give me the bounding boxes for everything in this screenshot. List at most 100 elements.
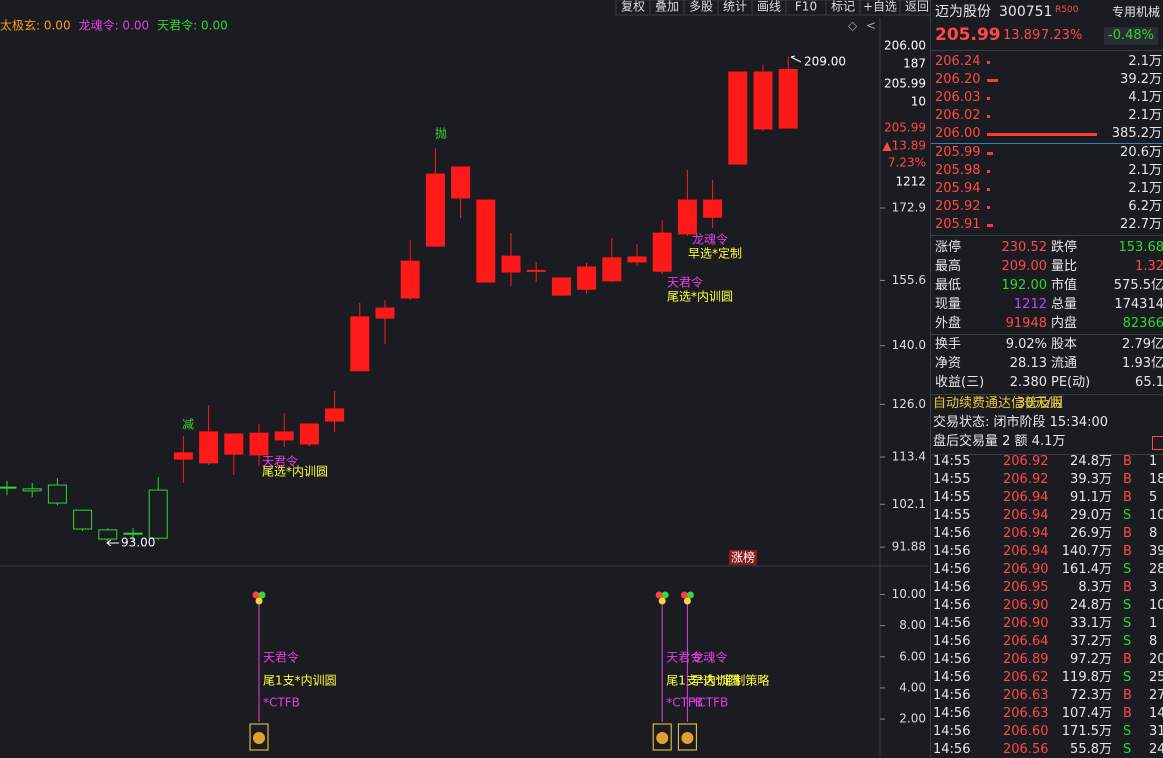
tick-side: S <box>1123 634 1132 649</box>
tick-time: 14:55 <box>933 454 971 469</box>
book-price: 205.91 <box>935 217 981 232</box>
signal-label: 尾1支*内训圆 <box>263 674 337 688</box>
stat-value: 174314 <box>1114 297 1163 312</box>
stat-value: 65.1 <box>1135 375 1163 390</box>
tick-count: 18 <box>1149 472 1163 487</box>
industry-pct: -0.48% <box>1104 27 1158 45</box>
tick-count: 1 <box>1149 454 1158 469</box>
divider <box>931 454 1163 455</box>
tick-side: S <box>1123 562 1132 577</box>
stat-value: 2.79亿 <box>1122 337 1163 352</box>
toolbar-label[interactable]: 返回 <box>905 0 929 14</box>
tick-volume: 26.9万 <box>1070 526 1112 541</box>
volume-bar <box>987 79 999 82</box>
candle-body <box>753 71 773 130</box>
signal-label: *CTFB <box>263 696 300 710</box>
candle-body <box>22 488 42 492</box>
book-volume: 4.1万 <box>1128 90 1162 105</box>
candle-body <box>325 408 345 422</box>
volume-bar <box>987 61 990 64</box>
tick-time: 14:55 <box>933 490 971 505</box>
chart-annotation: 减 <box>182 418 194 432</box>
candle-body <box>274 431 294 441</box>
tick-count: 8 <box>1149 526 1158 541</box>
tick-time: 14:56 <box>933 562 971 577</box>
volume-bar <box>987 133 1097 136</box>
tick-side: S <box>1123 508 1132 523</box>
y-tick-label: 140.0 <box>892 338 926 352</box>
toolbar-label[interactable]: 统计 <box>723 0 747 14</box>
signal-label: *CTFB <box>666 696 703 710</box>
tick-side: S <box>1123 724 1132 739</box>
stat-label: 收益(三) <box>935 375 985 390</box>
candle-body <box>425 173 445 247</box>
expand-box[interactable] <box>1152 436 1163 450</box>
chart-annotation: 涨榜 <box>731 550 755 565</box>
tick-side: B <box>1123 544 1132 559</box>
toolbar-label[interactable]: 叠加 <box>655 0 679 14</box>
chart-annotation: 天君令 <box>667 275 703 290</box>
toolbar-label[interactable]: 画线 <box>757 0 781 14</box>
tick-time: 14:56 <box>933 598 971 613</box>
stat-label: 内盘 <box>1051 316 1078 331</box>
divider <box>931 50 1163 51</box>
toolbar-button[interactable] <box>899 0 930 16</box>
candle-body <box>703 199 723 218</box>
book-price: 206.03 <box>935 90 981 105</box>
tick-side: B <box>1123 580 1132 595</box>
stat-label: PE(动) <box>1051 375 1091 390</box>
y-tick-label: 172.9 <box>892 201 926 215</box>
icon-diamond[interactable]: ◇ <box>848 19 858 33</box>
book-price: 205.99 <box>935 145 981 160</box>
candle-body <box>299 423 319 445</box>
arrow <box>106 539 119 547</box>
stat-label: 现量 <box>935 297 962 312</box>
tick-count: 27 <box>1149 688 1163 703</box>
book-volume: 6.2万 <box>1128 199 1162 214</box>
tick-time: 14:56 <box>933 724 971 739</box>
book-price: 205.94 <box>935 181 981 196</box>
toolbar-label[interactable]: +自选 <box>863 0 897 14</box>
candle-body <box>652 232 672 272</box>
stock-name: 迈为股份 <box>935 4 991 20</box>
price-pct: 7.23% <box>1041 28 1083 43</box>
tick-price: 206.94 <box>1003 526 1049 541</box>
book-price: 206.20 <box>935 72 981 87</box>
tick-time: 14:56 <box>933 688 971 703</box>
book-volume: 2.1万 <box>1128 163 1162 178</box>
stat-label: 跌停 <box>1051 240 1078 255</box>
tick-side: S <box>1123 598 1132 613</box>
chart-annotation: 93.00 <box>121 536 155 550</box>
signal-label: 天君令 <box>666 650 702 665</box>
volume-bar <box>987 224 994 227</box>
book-price: 205.98 <box>935 163 981 178</box>
volume-bar <box>987 97 990 100</box>
tick-volume: 55.8万 <box>1070 742 1112 757</box>
tick-time: 14:56 <box>933 706 971 721</box>
toolbar-label[interactable]: 多股 <box>689 0 713 14</box>
tick-time: 14:55 <box>933 508 971 523</box>
y-tick-label: 91.88 <box>892 540 926 554</box>
tick-side: S <box>1123 616 1132 631</box>
y-tick-label: 102.1 <box>892 497 926 511</box>
icon-back[interactable]: < <box>866 19 876 33</box>
stat-label: 总量 <box>1051 297 1078 312</box>
balloon-icon <box>658 597 666 605</box>
promo-text: 自动续费通达信普及版 <box>933 396 1064 411</box>
tick-price: 206.90 <box>1003 562 1049 577</box>
y-tick-label: 126.0 <box>892 397 926 411</box>
candle-body <box>199 431 219 464</box>
candle-body <box>627 256 647 263</box>
candle-body <box>123 532 143 535</box>
toolbar-label[interactable]: 标记 <box>831 0 855 14</box>
tick-count: 24 <box>1149 742 1163 757</box>
candle-body <box>778 69 798 129</box>
stat-value: 1.93亿 <box>1122 356 1163 371</box>
toolbar-label[interactable]: F10 <box>795 0 817 14</box>
tick-count: 1 <box>1149 616 1158 631</box>
tick-time: 14:56 <box>933 616 971 631</box>
volume-bar <box>987 188 990 191</box>
toolbar-label[interactable]: 复权 <box>621 0 645 14</box>
tick-price: 206.90 <box>1003 598 1049 613</box>
